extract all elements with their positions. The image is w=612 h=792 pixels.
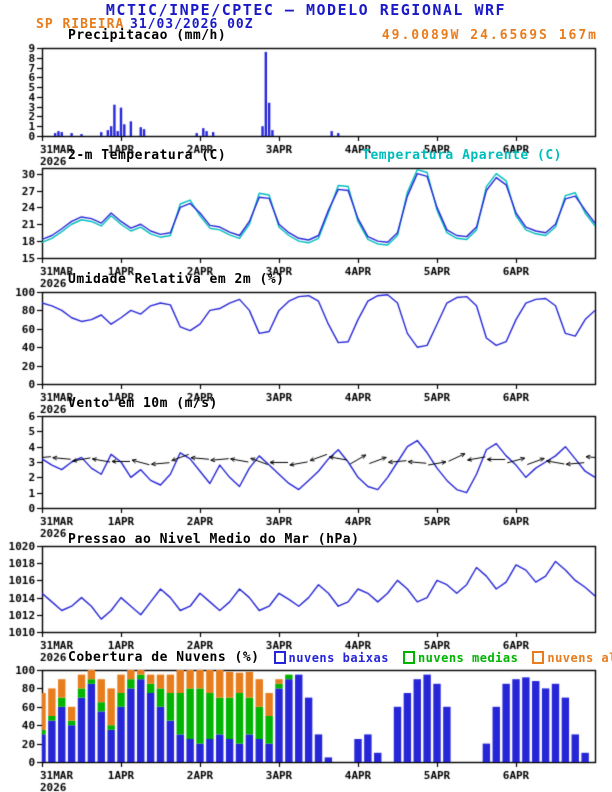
cloud-cover-title: Cobertura de Nuvens (%) — [68, 650, 260, 665]
mid-clouds-legend-box-icon — [402, 651, 415, 664]
humidity-title-row: Umidade Relativa em 2m (%) — [68, 272, 598, 287]
high-clouds-legend-box-icon — [532, 651, 545, 664]
low-clouds-legend-box-icon — [273, 651, 286, 664]
precipitation-title: Precipitacao (mm/h) — [68, 28, 227, 43]
page-title: MCTIC/INPE/CPTEC — MODELO REGIONAL WRF — [105, 1, 507, 19]
apparent-temperature-label: Temperatura Aparente (C) — [362, 148, 562, 163]
legend-high-clouds: nuvens altas — [532, 650, 612, 665]
station-label: SP RIBEIRA — [36, 17, 125, 32]
wind-title-row: Vento em 10m (m/s) — [68, 396, 598, 411]
humidity-title: Umidade Relativa em 2m (%) — [68, 272, 285, 287]
precipitation-title-row: Precipitacao (mm/h) 49.0089W 24.6569S 16… — [68, 28, 598, 43]
location-label: 49.0089W 24.6569S 167m — [381, 28, 598, 43]
temperature-title-row: 2-m Temperatura (C) Temperatura Aparente… — [68, 148, 598, 163]
cloud-cover-chart — [0, 664, 612, 792]
wind-title: Vento em 10m (m/s) — [68, 396, 218, 411]
high-clouds-legend-label: nuvens altas — [547, 650, 612, 665]
run-datetime-label: 31/03/2026 00Z — [130, 17, 254, 32]
wind-chart — [0, 410, 612, 540]
low-clouds-legend-label: nuvens baixas — [288, 650, 389, 665]
precipitation-chart — [0, 42, 612, 168]
pressure-chart — [0, 540, 612, 664]
cloud-cover-title-row: Cobertura de Nuvens (%) nuvens baixas nu… — [68, 650, 612, 665]
legend-mid-clouds: nuvens medias — [402, 650, 519, 665]
mid-clouds-legend-label: nuvens medias — [417, 650, 519, 665]
temperature-chart — [0, 162, 612, 290]
temperature-title: 2-m Temperatura (C) — [68, 148, 227, 163]
humidity-chart — [0, 286, 612, 416]
legend-low-clouds: nuvens baixas — [273, 650, 389, 665]
